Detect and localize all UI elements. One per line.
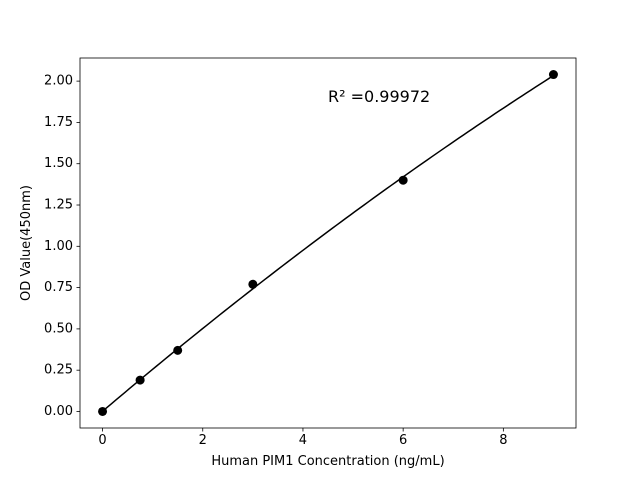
y-tick-label: 1.00 [44, 239, 73, 254]
x-axis-label: Human PIM1 Concentration (ng/mL) [211, 454, 444, 469]
data-point [173, 345, 183, 355]
r-squared-annotation: R² =0.99972 [328, 87, 430, 106]
y-tick-label: 0.00 [44, 404, 73, 419]
y-tick-label: 1.50 [44, 156, 73, 171]
x-tick-label: 2 [199, 433, 207, 448]
y-tick-label: 0.75 [44, 280, 73, 295]
data-point [135, 375, 145, 385]
y-tick-label: 1.75 [44, 115, 73, 130]
data-point [398, 175, 408, 185]
data-point [548, 70, 558, 80]
x-tick-label: 8 [499, 433, 507, 448]
y-tick-label: 0.25 [44, 363, 73, 378]
x-tick-label: 6 [399, 433, 407, 448]
data-point [248, 279, 258, 289]
x-tick-label: 0 [98, 433, 106, 448]
data-point [98, 406, 108, 416]
y-axis-label: OD Value(450nm) [19, 185, 34, 301]
x-tick-label: 4 [299, 433, 307, 448]
y-tick-label: 0.50 [44, 321, 73, 336]
plot-area: 0 2 4 6 8 0.00 0.25 0.50 0.75 1.00 1.25 1.50 1.75 2.0… [44, 57, 577, 448]
fit-curve [102, 74, 554, 412]
y-tick-label: 1.25 [44, 198, 73, 213]
y-tick-label: 2.00 [44, 74, 73, 89]
plot-frame [79, 57, 577, 429]
